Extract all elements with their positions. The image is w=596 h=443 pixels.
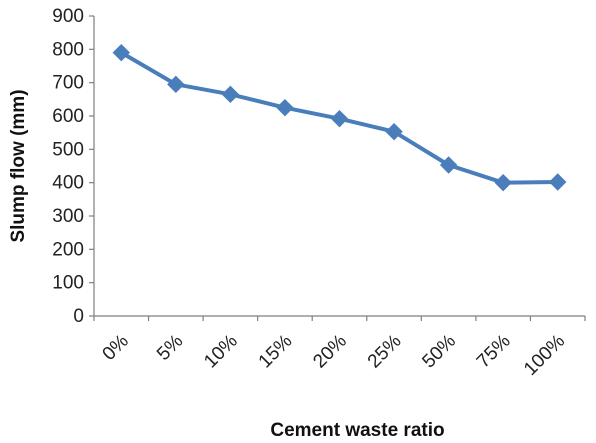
data-point-marker [385, 122, 403, 141]
y-axis-ticks: 0 100 200 300 400 500 600 700 800 900 [52, 6, 94, 327]
x-tick-label: 100% [520, 331, 569, 380]
data-point-marker [439, 156, 458, 174]
y-tick-label: 100 [52, 273, 84, 294]
x-tick-label: 50% [418, 331, 460, 373]
y-tick-label: 600 [52, 106, 84, 127]
x-tick-label: 25% [364, 331, 406, 373]
series-markers [112, 43, 567, 192]
y-tick-label: 200 [52, 239, 84, 260]
x-tick-label: 75% [473, 331, 515, 373]
y-tick-label: 500 [52, 139, 84, 160]
y-tick-label: 0 [73, 306, 84, 327]
x-axis-ticks: 0% 5% 10% 15% 20% 25% 50% 75% 100% [93, 316, 586, 380]
y-tick-label: 300 [52, 206, 84, 227]
data-point-marker [494, 173, 512, 192]
x-tick-label: 10% [200, 331, 242, 373]
x-tick-label: 15% [255, 331, 297, 373]
x-tick-label: 20% [309, 331, 351, 373]
data-point-marker [167, 75, 185, 94]
y-tick-label: 400 [52, 173, 84, 194]
y-tick-label: 900 [52, 6, 84, 27]
y-tick-label: 800 [52, 39, 84, 60]
data-point-marker [330, 109, 349, 128]
y-tick-label: 700 [52, 73, 84, 94]
data-point-marker [221, 85, 240, 104]
x-axis-title: Cement waste ratio [270, 420, 444, 441]
x-tick-label: 0% [99, 331, 133, 365]
y-axis-title: Slump flow (mm) [8, 89, 29, 242]
data-point-marker [112, 43, 130, 62]
x-tick-label: 5% [153, 331, 187, 365]
data-point-marker [276, 98, 294, 117]
data-point-marker [549, 173, 567, 191]
